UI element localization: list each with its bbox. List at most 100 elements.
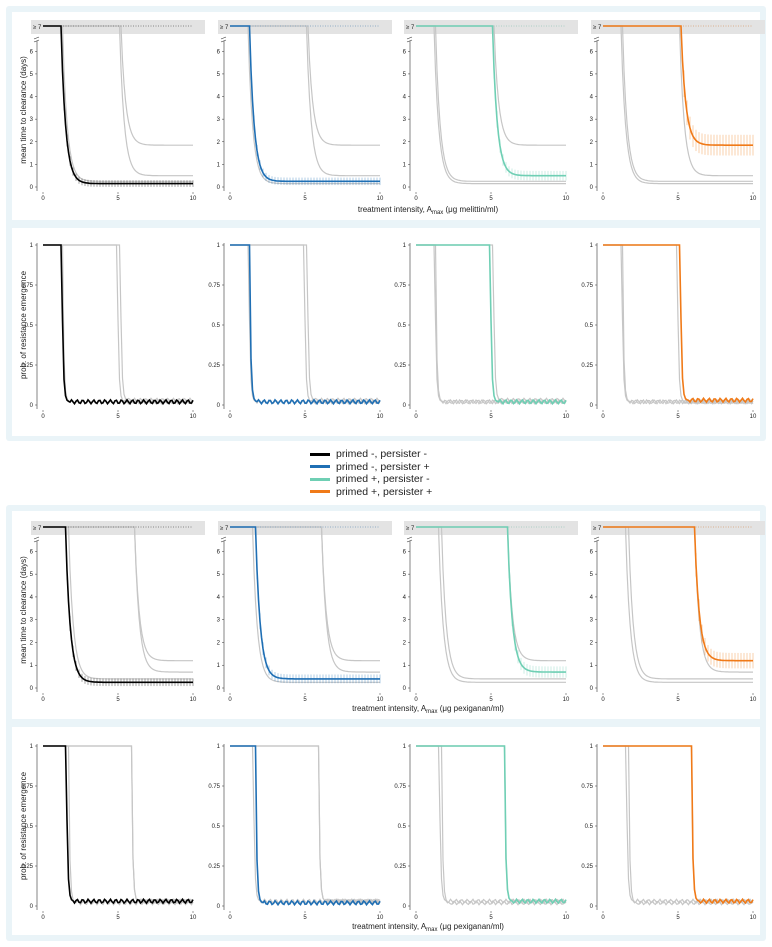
axis-break [593,36,600,43]
x-tick-label: 10 [563,196,570,202]
xlabel-pexiganan-prob: treatment intensity, Amax (μg pexiganan/… [352,922,504,933]
cap-label: ≥ 7 [406,25,415,31]
series-line [43,244,194,406]
y-tick-label: 2 [590,640,594,646]
y-tick-label: 1 [217,162,221,168]
x-tick-label: 0 [41,414,45,420]
x-tick-label: 5 [489,915,493,921]
x-tick-label: 0 [228,414,232,420]
cap-label: ≥ 7 [220,25,229,31]
y-tick-label: 3 [30,618,34,624]
axis-break [593,536,600,543]
series-line [230,526,380,680]
legend-item: primed +, persister + [310,486,510,499]
background-curve [603,526,753,673]
x-tick-label: 10 [190,414,197,420]
y-tick-label: 0 [217,904,221,910]
x-tick-label: 5 [116,196,120,202]
y-tick-label: 0 [403,904,407,910]
background-curve [603,244,754,405]
background-curve [230,526,380,683]
y-tick-label: 3 [590,618,594,624]
x-tick-label: 5 [116,915,120,921]
y-tick-label: 1 [590,663,594,669]
background-curve [416,526,566,683]
y-tick-label: 0 [30,686,34,692]
background-curve [43,25,193,182]
y-tick-label: 0 [30,403,34,409]
y-tick-label: 0.75 [581,283,593,289]
background-curve [230,745,381,905]
y-tick-label: 5 [217,572,221,578]
y-tick-label: 0.25 [21,864,33,870]
x-tick-label: 10 [563,414,570,420]
y-tick-label: 0 [403,686,407,692]
series-line [603,745,754,905]
xlabel-pexiganan-time: treatment intensity, Amax (μg pexiganan/… [352,704,504,715]
y-tick-label: 0 [590,686,594,692]
ylabel-time-melittin: mean time to clearance (days) [19,56,28,164]
y-tick-label: 0.5 [25,824,34,830]
y-tick-label: 0.25 [394,864,406,870]
y-tick-label: 5 [590,572,594,578]
y-tick-label: 2 [30,640,34,646]
x-tick-label: 5 [676,414,680,420]
x-tick-label: 10 [563,915,570,921]
y-tick-label: 0.25 [208,864,220,870]
x-tick-label: 0 [601,915,605,921]
background-curve [603,745,754,905]
legend-item: primed +, persister - [310,473,510,486]
x-tick-label: 10 [377,196,384,202]
y-tick-label: 0 [590,904,594,910]
y-tick-label: 0.75 [21,784,33,790]
background-curve [416,25,566,185]
y-tick-label: 1 [590,162,594,168]
x-tick-label: 10 [190,196,197,202]
y-tick-label: 0.5 [398,323,407,329]
x-tick-label: 0 [414,196,418,202]
x-tick-label: 0 [228,196,232,202]
y-tick-label: 0.25 [21,363,33,369]
y-tick-label: 3 [217,117,221,123]
y-tick-label: 1 [590,243,594,249]
y-tick-label: 2 [217,640,221,646]
y-tick-label: 1 [217,744,221,750]
y-tick-label: 2 [403,140,407,146]
legend-item: primed -, persister - [310,448,510,461]
x-tick-label: 10 [377,915,384,921]
y-tick-label: 6 [217,549,221,555]
y-tick-label: 0.5 [585,824,594,830]
y-tick-label: 4 [30,595,34,601]
background-curve [230,526,380,662]
y-tick-label: 1 [30,243,34,249]
cap-label: ≥ 7 [593,526,602,532]
background-curve [603,526,753,683]
y-tick-label: 2 [590,140,594,146]
y-tick-label: 6 [217,49,221,55]
y-tick-label: 1 [590,744,594,750]
y-tick-label: 1 [30,162,34,168]
background-curve [43,745,194,905]
y-tick-label: 4 [30,95,34,101]
background-curve [603,526,753,680]
y-tick-label: 5 [30,572,34,578]
y-tick-label: 2 [30,140,34,146]
y-tick-label: 3 [30,117,34,123]
cap-band [218,20,392,34]
legend: primed -, persister - primed -, persiste… [310,448,510,498]
x-tick-label: 10 [190,697,197,703]
series-line [416,526,566,673]
series-line [603,244,754,404]
cap-band [31,521,205,535]
background-curve [230,526,380,673]
x-tick-label: 5 [489,196,493,202]
axis-break [220,36,227,43]
y-tick-label: 3 [590,117,594,123]
background-curve [416,745,567,905]
cap-band [404,521,578,535]
series-line [230,745,381,907]
axis-break [33,536,40,543]
